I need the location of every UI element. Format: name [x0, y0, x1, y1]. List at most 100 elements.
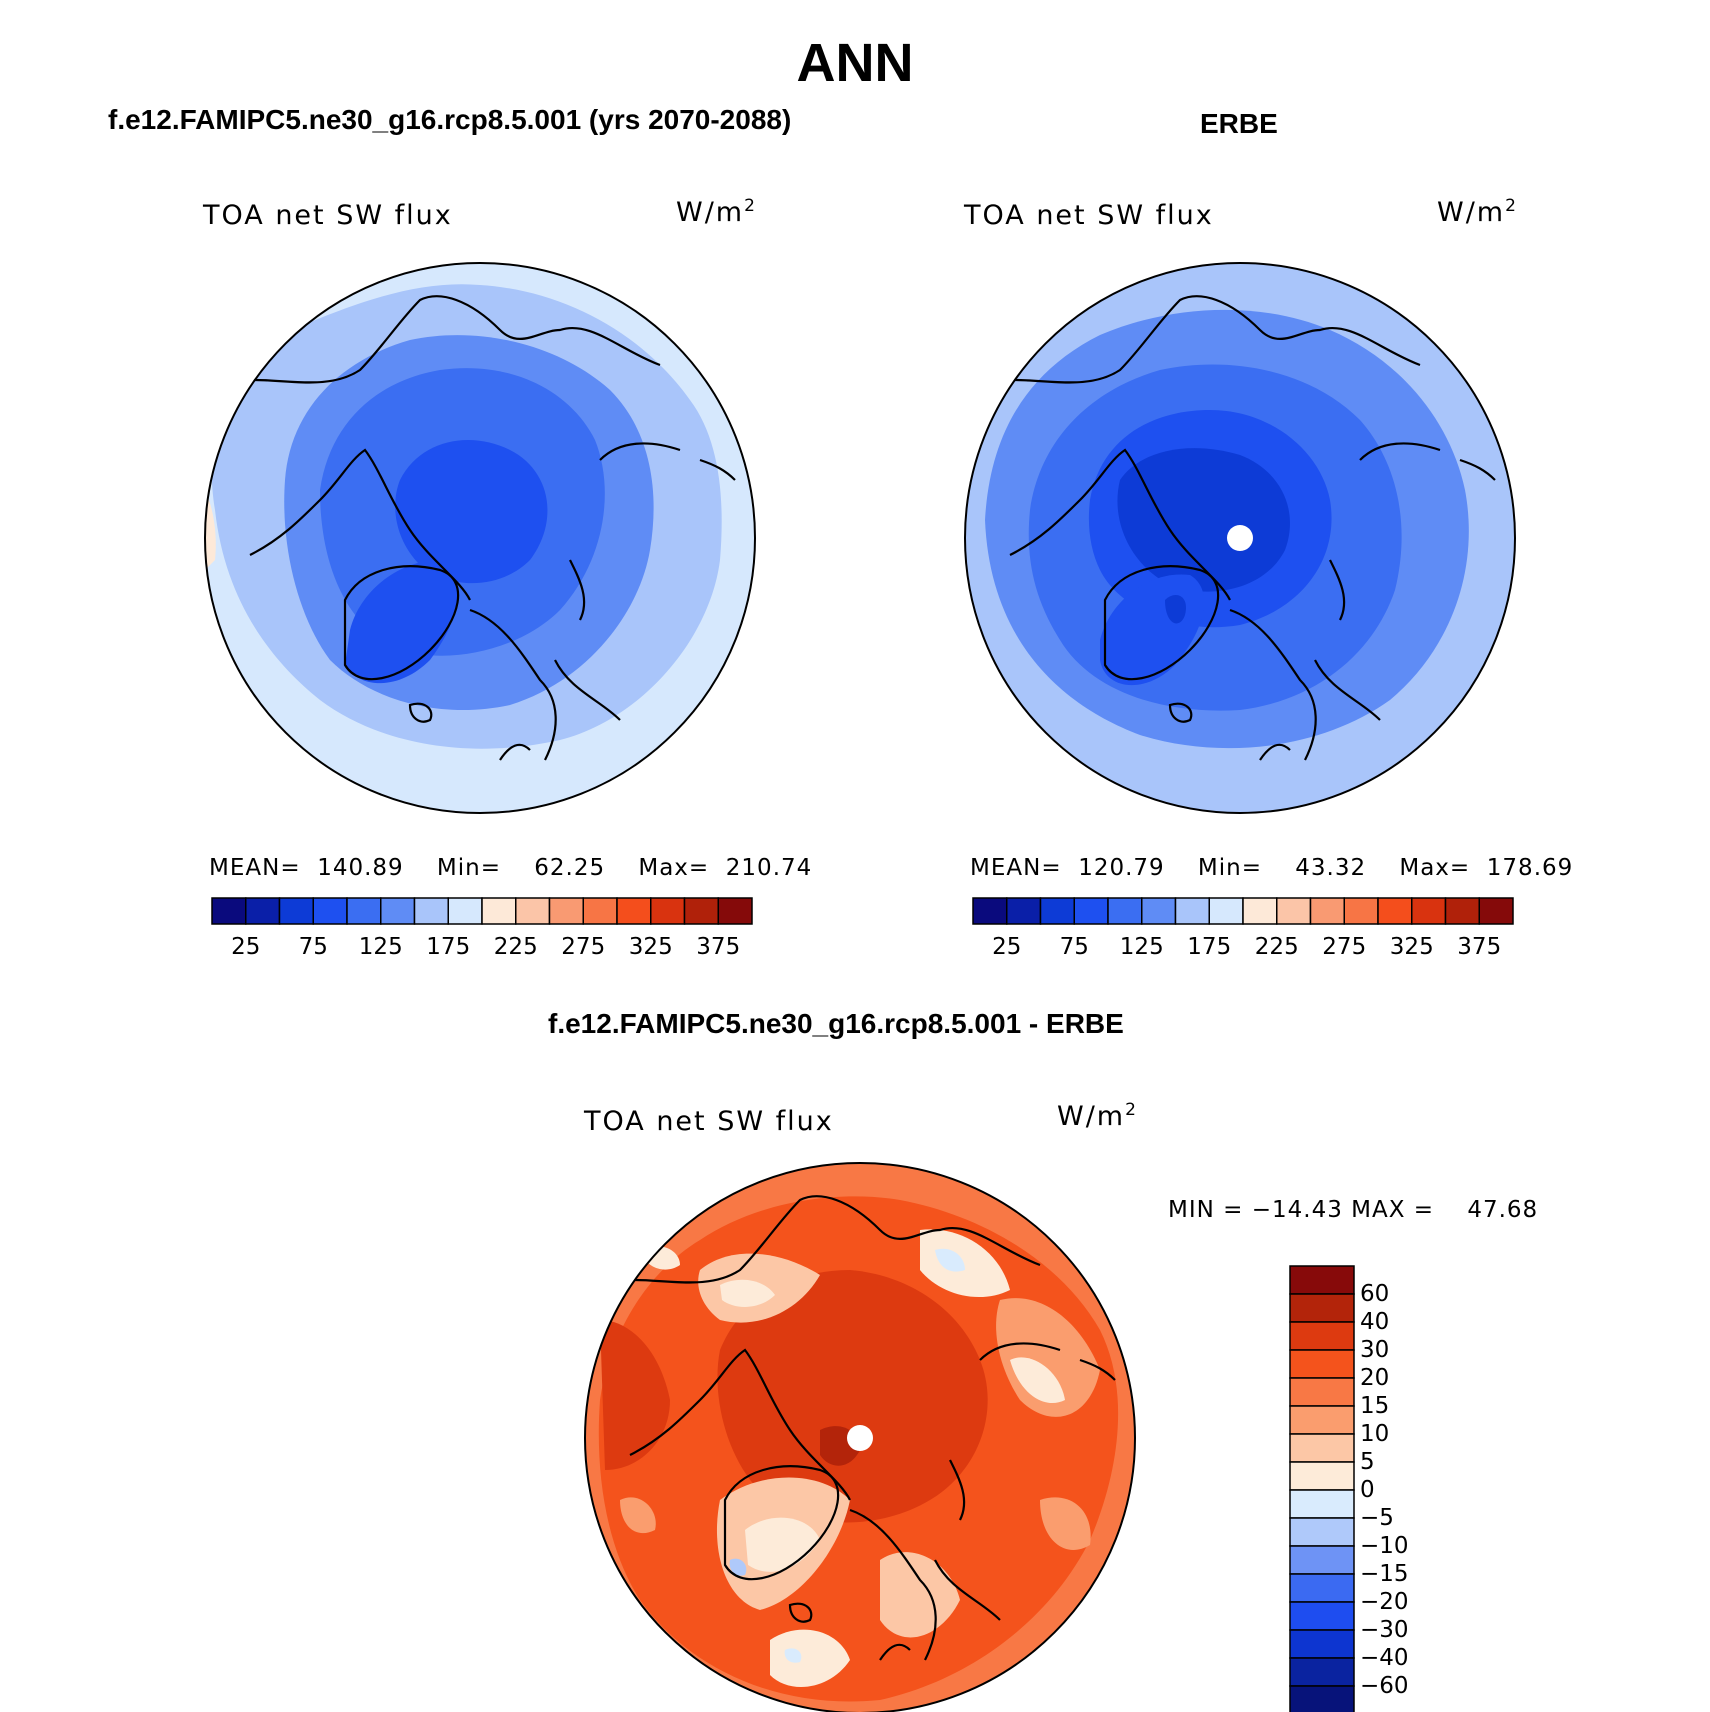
- model-units: W/m2: [676, 196, 757, 228]
- colorbar-tick-label: −5: [1360, 1505, 1394, 1531]
- colorbar-swatch: [1289, 1321, 1355, 1351]
- colorbar-swatch: [515, 897, 551, 925]
- obs-panel-title: ERBE: [1200, 108, 1278, 139]
- colorbar-tick-label: 175: [1187, 934, 1232, 960]
- colorbar-swatch: [1107, 897, 1143, 925]
- colorbar-tick-label: −40: [1360, 1645, 1409, 1671]
- diff-field-label: TOA net SW flux: [584, 1106, 834, 1137]
- figure-title: ANN: [796, 33, 914, 93]
- colorbar-swatch: [1444, 897, 1480, 925]
- colorbar-tick-label: 225: [1254, 934, 1299, 960]
- diff-units: W/m2: [1057, 1100, 1138, 1132]
- colorbar-tick-label: 225: [493, 934, 538, 960]
- colorbar-swatch: [1478, 897, 1514, 925]
- colorbar-swatch: [1174, 897, 1210, 925]
- colorbar-swatch: [1289, 1517, 1355, 1547]
- colorbar-swatch: [1141, 897, 1177, 925]
- colorbar-tick-label: 15: [1360, 1393, 1390, 1419]
- colorbar-swatch: [1276, 897, 1312, 925]
- colorbar-tick-label: 25: [231, 934, 261, 960]
- obs-stats: MEAN= 120.79 Min= 43.32 Max= 178.69: [970, 855, 1574, 881]
- colorbar-tick-label: 325: [1389, 934, 1434, 960]
- model-field-label: TOA net SW flux: [203, 200, 453, 231]
- colorbar-swatch: [1289, 1293, 1355, 1323]
- diff-panel-title: f.e12.FAMIPC5.ne30_g16.rcp8.5.001 - ERBE: [548, 1008, 1124, 1039]
- colorbar-tick-label: −60: [1360, 1673, 1409, 1699]
- colorbar-swatch: [346, 897, 382, 925]
- colorbar-swatch: [1289, 1685, 1355, 1712]
- colorbar-tick-label: 125: [358, 934, 403, 960]
- colorbar-swatch: [1289, 1489, 1355, 1519]
- colorbar-tick-label: 20: [1360, 1365, 1390, 1391]
- diff-map-border: [584, 1162, 1136, 1712]
- diff-stats: MIN = −14.43 MAX = 47.68: [1168, 1197, 1539, 1223]
- colorbar-swatch: [447, 897, 483, 925]
- colorbar-tick-label: −30: [1360, 1617, 1409, 1643]
- model-map-border: [204, 262, 756, 814]
- colorbar-swatch: [1343, 897, 1379, 925]
- colorbar-swatch: [582, 897, 618, 925]
- colorbar-tick-label: 75: [298, 934, 328, 960]
- diff-pole-dot: [847, 1425, 873, 1451]
- colorbar-tick-label: 10: [1360, 1421, 1390, 1447]
- colorbar-swatch: [650, 897, 686, 925]
- colorbar-swatch: [1289, 1629, 1355, 1659]
- colorbar-swatch: [616, 897, 652, 925]
- colorbar-tick-label: 275: [1322, 934, 1367, 960]
- colorbar-swatch: [211, 897, 247, 925]
- colorbar-swatch: [481, 897, 517, 925]
- colorbar-tick-label: 60: [1360, 1281, 1390, 1307]
- model-stats: MEAN= 140.89 Min= 62.25 Max= 210.74: [209, 855, 813, 881]
- colorbar-swatch: [683, 897, 719, 925]
- diff-colorbar: [1289, 1265, 1355, 1712]
- colorbar-tick-label: 0: [1360, 1477, 1375, 1503]
- colorbar-tick-label: 375: [696, 934, 741, 960]
- colorbar-swatch: [1289, 1349, 1355, 1379]
- colorbar-swatch: [1289, 1265, 1355, 1295]
- colorbar-tick-label: 40: [1360, 1309, 1390, 1335]
- colorbar-swatch: [1242, 897, 1278, 925]
- obs-colorbar: [972, 897, 1514, 925]
- colorbar-swatch: [1309, 897, 1345, 925]
- colorbar-tick-label: 30: [1360, 1337, 1390, 1363]
- colorbar-swatch: [1289, 1545, 1355, 1575]
- colorbar-swatch: [1039, 897, 1075, 925]
- colorbar-swatch: [1289, 1433, 1355, 1463]
- colorbar-tick-label: −10: [1360, 1533, 1409, 1559]
- colorbar-swatch: [312, 897, 348, 925]
- colorbar-swatch: [1289, 1405, 1355, 1435]
- colorbar-swatch: [278, 897, 314, 925]
- colorbar-swatch: [1073, 897, 1109, 925]
- colorbar-swatch: [1411, 897, 1447, 925]
- obs-field-label: TOA net SW flux: [964, 200, 1214, 231]
- colorbar-tick-label: 325: [628, 934, 673, 960]
- colorbar-tick-label: 275: [561, 934, 606, 960]
- colorbar-swatch: [245, 897, 281, 925]
- colorbar-swatch: [548, 897, 584, 925]
- colorbar-swatch: [1289, 1601, 1355, 1631]
- model-colorbar: [211, 897, 753, 925]
- colorbar-tick-label: 25: [992, 934, 1022, 960]
- model-panel-title: f.e12.FAMIPC5.ne30_g16.rcp8.5.001 (yrs 2…: [108, 104, 792, 135]
- colorbar-swatch: [1289, 1573, 1355, 1603]
- colorbar-swatch: [972, 897, 1008, 925]
- colorbar-swatch: [380, 897, 416, 925]
- colorbar-swatch: [1289, 1657, 1355, 1687]
- obs-units: W/m2: [1437, 196, 1518, 228]
- diff-map: [585, 1163, 1135, 1712]
- colorbar-tick-label: 175: [426, 934, 471, 960]
- colorbar-swatch: [1006, 897, 1042, 925]
- colorbar-tick-label: 5: [1360, 1449, 1375, 1475]
- obs-map: [965, 263, 1515, 813]
- colorbar-swatch: [1208, 897, 1244, 925]
- colorbar-swatch: [1289, 1377, 1355, 1407]
- colorbar-swatch: [1377, 897, 1413, 925]
- colorbar-tick-label: 125: [1119, 934, 1164, 960]
- colorbar-tick-label: 375: [1457, 934, 1502, 960]
- colorbar-swatch: [717, 897, 753, 925]
- colorbar-swatch: [1289, 1461, 1355, 1491]
- model-map: [205, 263, 755, 813]
- colorbar-tick-label: −20: [1360, 1589, 1409, 1615]
- colorbar-tick-label: 75: [1059, 934, 1089, 960]
